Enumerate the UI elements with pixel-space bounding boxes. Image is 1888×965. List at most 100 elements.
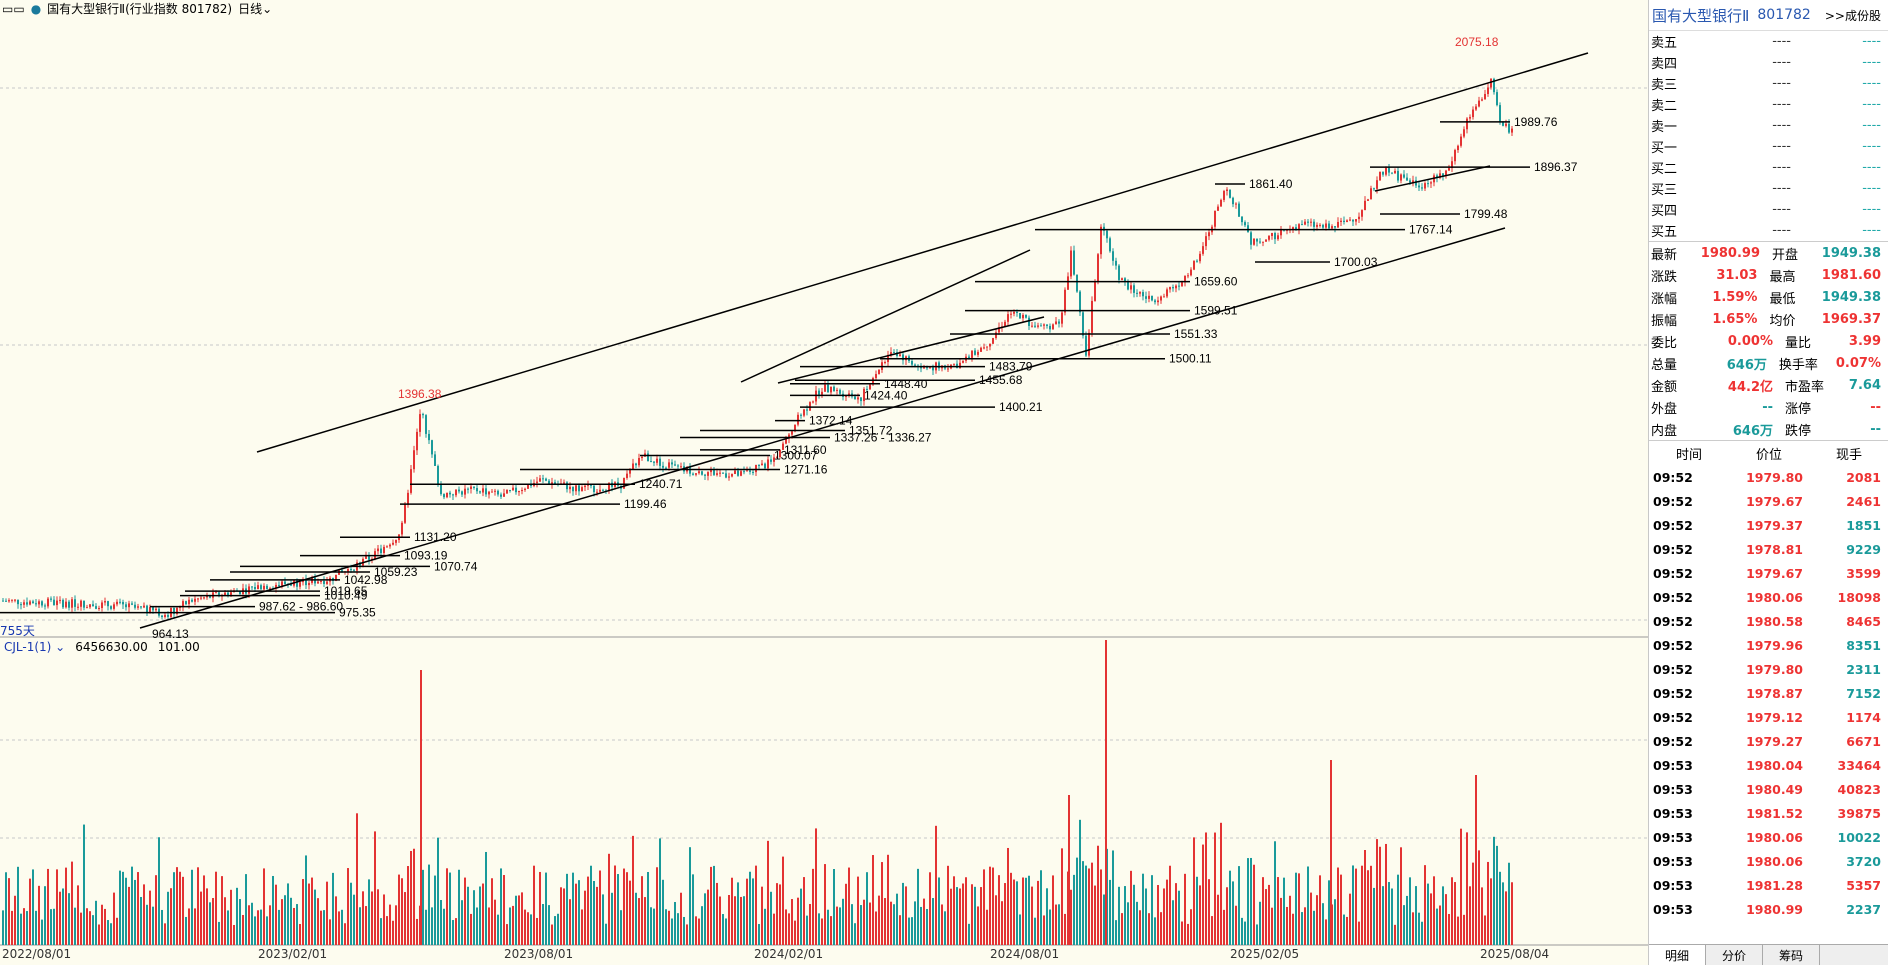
volume-bar [1295, 872, 1297, 945]
candle-body [1490, 78, 1492, 88]
volume-bar [572, 872, 574, 945]
volume-bar [1436, 908, 1438, 945]
candle-body [1394, 170, 1396, 174]
volume-bar [1010, 872, 1012, 945]
candle-body [386, 546, 388, 548]
constituents-link[interactable]: >>成份股 [1824, 8, 1881, 23]
volume-bar [710, 866, 712, 945]
kline-chart-area[interactable]: 1989.76 1896.37 1861.40 1799.48 1767.14 1700.… [0, 0, 1648, 965]
volume-bar [1376, 839, 1378, 945]
candle-body [1424, 183, 1426, 189]
candle-body [497, 490, 499, 495]
volume-bar [890, 901, 892, 945]
candle-body [698, 471, 700, 474]
volume-bar [932, 898, 934, 945]
candle-body [86, 607, 88, 609]
tab-detail[interactable]: 明细 [1649, 945, 1707, 965]
candle-body [239, 591, 241, 594]
candle-body [725, 473, 727, 478]
candle-body [1469, 117, 1471, 119]
volume-bar [1460, 828, 1462, 945]
volume-bar [617, 874, 619, 945]
tab-price-dist[interactable]: 分价 [1706, 945, 1764, 965]
volume-bar [452, 920, 454, 945]
candle-body [1478, 100, 1480, 107]
tick-time: 09:52 [1653, 685, 1693, 701]
volume-bar [1028, 875, 1030, 945]
candle-body [1046, 324, 1048, 326]
tab-chips[interactable]: 筹码 [1763, 945, 1821, 965]
volume-bar [977, 906, 979, 945]
indicator-name[interactable]: CJL-1(1) ⌄ [4, 640, 66, 654]
volume-bar [527, 912, 529, 945]
candle-body [650, 461, 652, 463]
candle-body [1052, 324, 1054, 330]
candle-body [1295, 227, 1297, 230]
volume-bar [509, 907, 511, 945]
candle-body [1373, 188, 1375, 190]
candle-body [122, 601, 124, 605]
tick-volume: 33464 [1837, 757, 1882, 773]
volume-bar [782, 856, 784, 945]
candle-body [635, 463, 637, 466]
volume-bar [992, 867, 994, 945]
stat-value: 646万 [1732, 423, 1773, 439]
candle-body [425, 415, 427, 434]
candle-body [1292, 227, 1294, 230]
volume-bar [1472, 862, 1474, 945]
layout-icon[interactable]: ▭▭ [2, 1, 25, 16]
volume-bar [1298, 873, 1300, 945]
stat-label: 金额 [1651, 379, 1678, 395]
volume-bar [1418, 912, 1420, 945]
volume-bar [1085, 865, 1087, 945]
volume-bar [323, 910, 325, 945]
volume-bar [257, 910, 259, 945]
candle-body [704, 474, 706, 476]
candle-body [2, 600, 4, 602]
period-selector[interactable]: 日线⌄ [238, 0, 272, 17]
order-volume: ---- [1862, 202, 1881, 217]
tick-volume: 2081 [1846, 469, 1881, 485]
volume-bar [1052, 875, 1054, 945]
candle-body [1364, 200, 1366, 211]
candle-body [68, 601, 70, 608]
candle-body [44, 605, 46, 607]
candle-body [401, 522, 403, 535]
volume-bar [683, 916, 685, 945]
candle-body [566, 482, 568, 490]
peak-label: 1396.38 [398, 387, 442, 401]
volume-bar [1367, 870, 1369, 945]
candle-body [743, 471, 745, 473]
candle-body [800, 414, 802, 416]
tick-row: 09:52 1978.87 7152 [1649, 681, 1888, 705]
stat-value: 1949.38 [1821, 289, 1881, 305]
volume-bar [65, 867, 67, 945]
stat-value: 1969.37 [1821, 311, 1881, 327]
volume-bar [971, 884, 973, 945]
candle-body [182, 601, 184, 607]
volume-bar [938, 877, 940, 945]
candle-body [326, 581, 328, 584]
volume-bar [5, 872, 7, 945]
volume-bar [308, 883, 310, 945]
tick-volume: 40823 [1837, 781, 1882, 797]
candle-body [788, 434, 790, 439]
volume-bar [665, 909, 667, 945]
tick-list[interactable]: 09:52 1979.80 2081 09:52 1979.67 2461 09:52 197… [1649, 465, 1888, 921]
candle-body [1103, 226, 1105, 231]
candle-body [803, 409, 805, 416]
tick-volume: 5357 [1846, 877, 1881, 893]
tick-row: 09:53 1980.06 10022 [1649, 825, 1888, 849]
volume-bar [1037, 880, 1039, 945]
kline-chart[interactable]: 1989.76 1896.37 1861.40 1799.48 1767.14 1700.… [0, 0, 1648, 965]
candle-body [692, 473, 694, 475]
candle-body [1175, 285, 1177, 289]
candle-body [452, 494, 454, 496]
volume-bar [71, 861, 73, 945]
candle-body [413, 450, 415, 470]
candle-body [1136, 292, 1138, 294]
level-label: 1989.76 [1514, 115, 1558, 129]
volume-bar [1157, 885, 1159, 945]
volume-bar [239, 899, 241, 945]
volume-bar [59, 891, 61, 945]
